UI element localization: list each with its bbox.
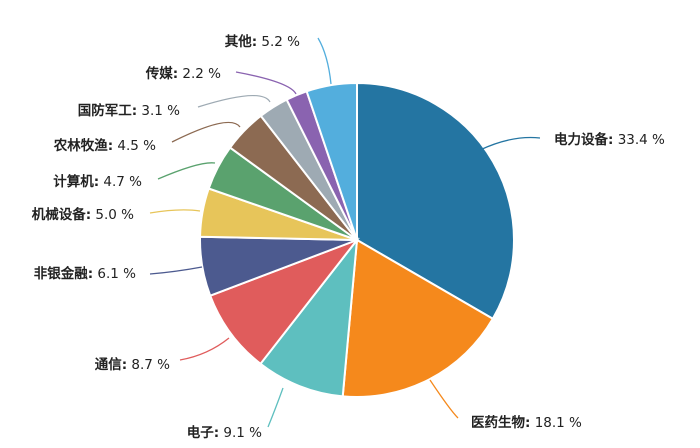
pie-slice — [356, 81, 515, 321]
slice-label: 其他: 5.2 % — [225, 33, 300, 50]
leader-line — [171, 121, 241, 143]
slice-label: 医药生物: 18.1 % — [471, 414, 582, 431]
leader-line — [179, 337, 230, 361]
leader-line — [149, 209, 201, 214]
slice-label: 农林牧渔: 4.5 % — [53, 137, 156, 154]
leader-lines — [149, 37, 541, 428]
leader-line — [429, 379, 459, 419]
slice-label: 电子: 9.1 % — [187, 424, 262, 441]
slice-label: 国防军工: 3.1 % — [78, 102, 180, 119]
leader-line — [267, 387, 284, 428]
pie-slice — [305, 81, 358, 241]
leader-line — [479, 136, 541, 151]
slice-labels: 电力设备: 33.4 % 医药生物: 18.1 % 电子: 9.1 % 通信: 8.7… — [32, 33, 665, 441]
slice-label: 电力设备: 33.4 % — [554, 131, 665, 148]
slice-label: 传媒: 2.2 % — [145, 65, 221, 82]
leader-line — [317, 37, 332, 85]
leader-line — [149, 266, 203, 275]
leader-line — [235, 71, 297, 95]
slice-label: 计算机: 4.7 % — [53, 173, 142, 190]
leader-line — [157, 162, 216, 180]
slice-label: 机械设备: 5.0 % — [32, 206, 134, 223]
pie-slices — [199, 81, 515, 398]
leader-line — [197, 94, 271, 108]
pie-slice — [208, 237, 360, 366]
slice-label: 通信: 8.7 % — [95, 356, 170, 373]
pie-slice — [259, 236, 359, 398]
pie-slice — [341, 238, 495, 398]
slice-label: 非银金融: 6.1 % — [34, 265, 136, 282]
